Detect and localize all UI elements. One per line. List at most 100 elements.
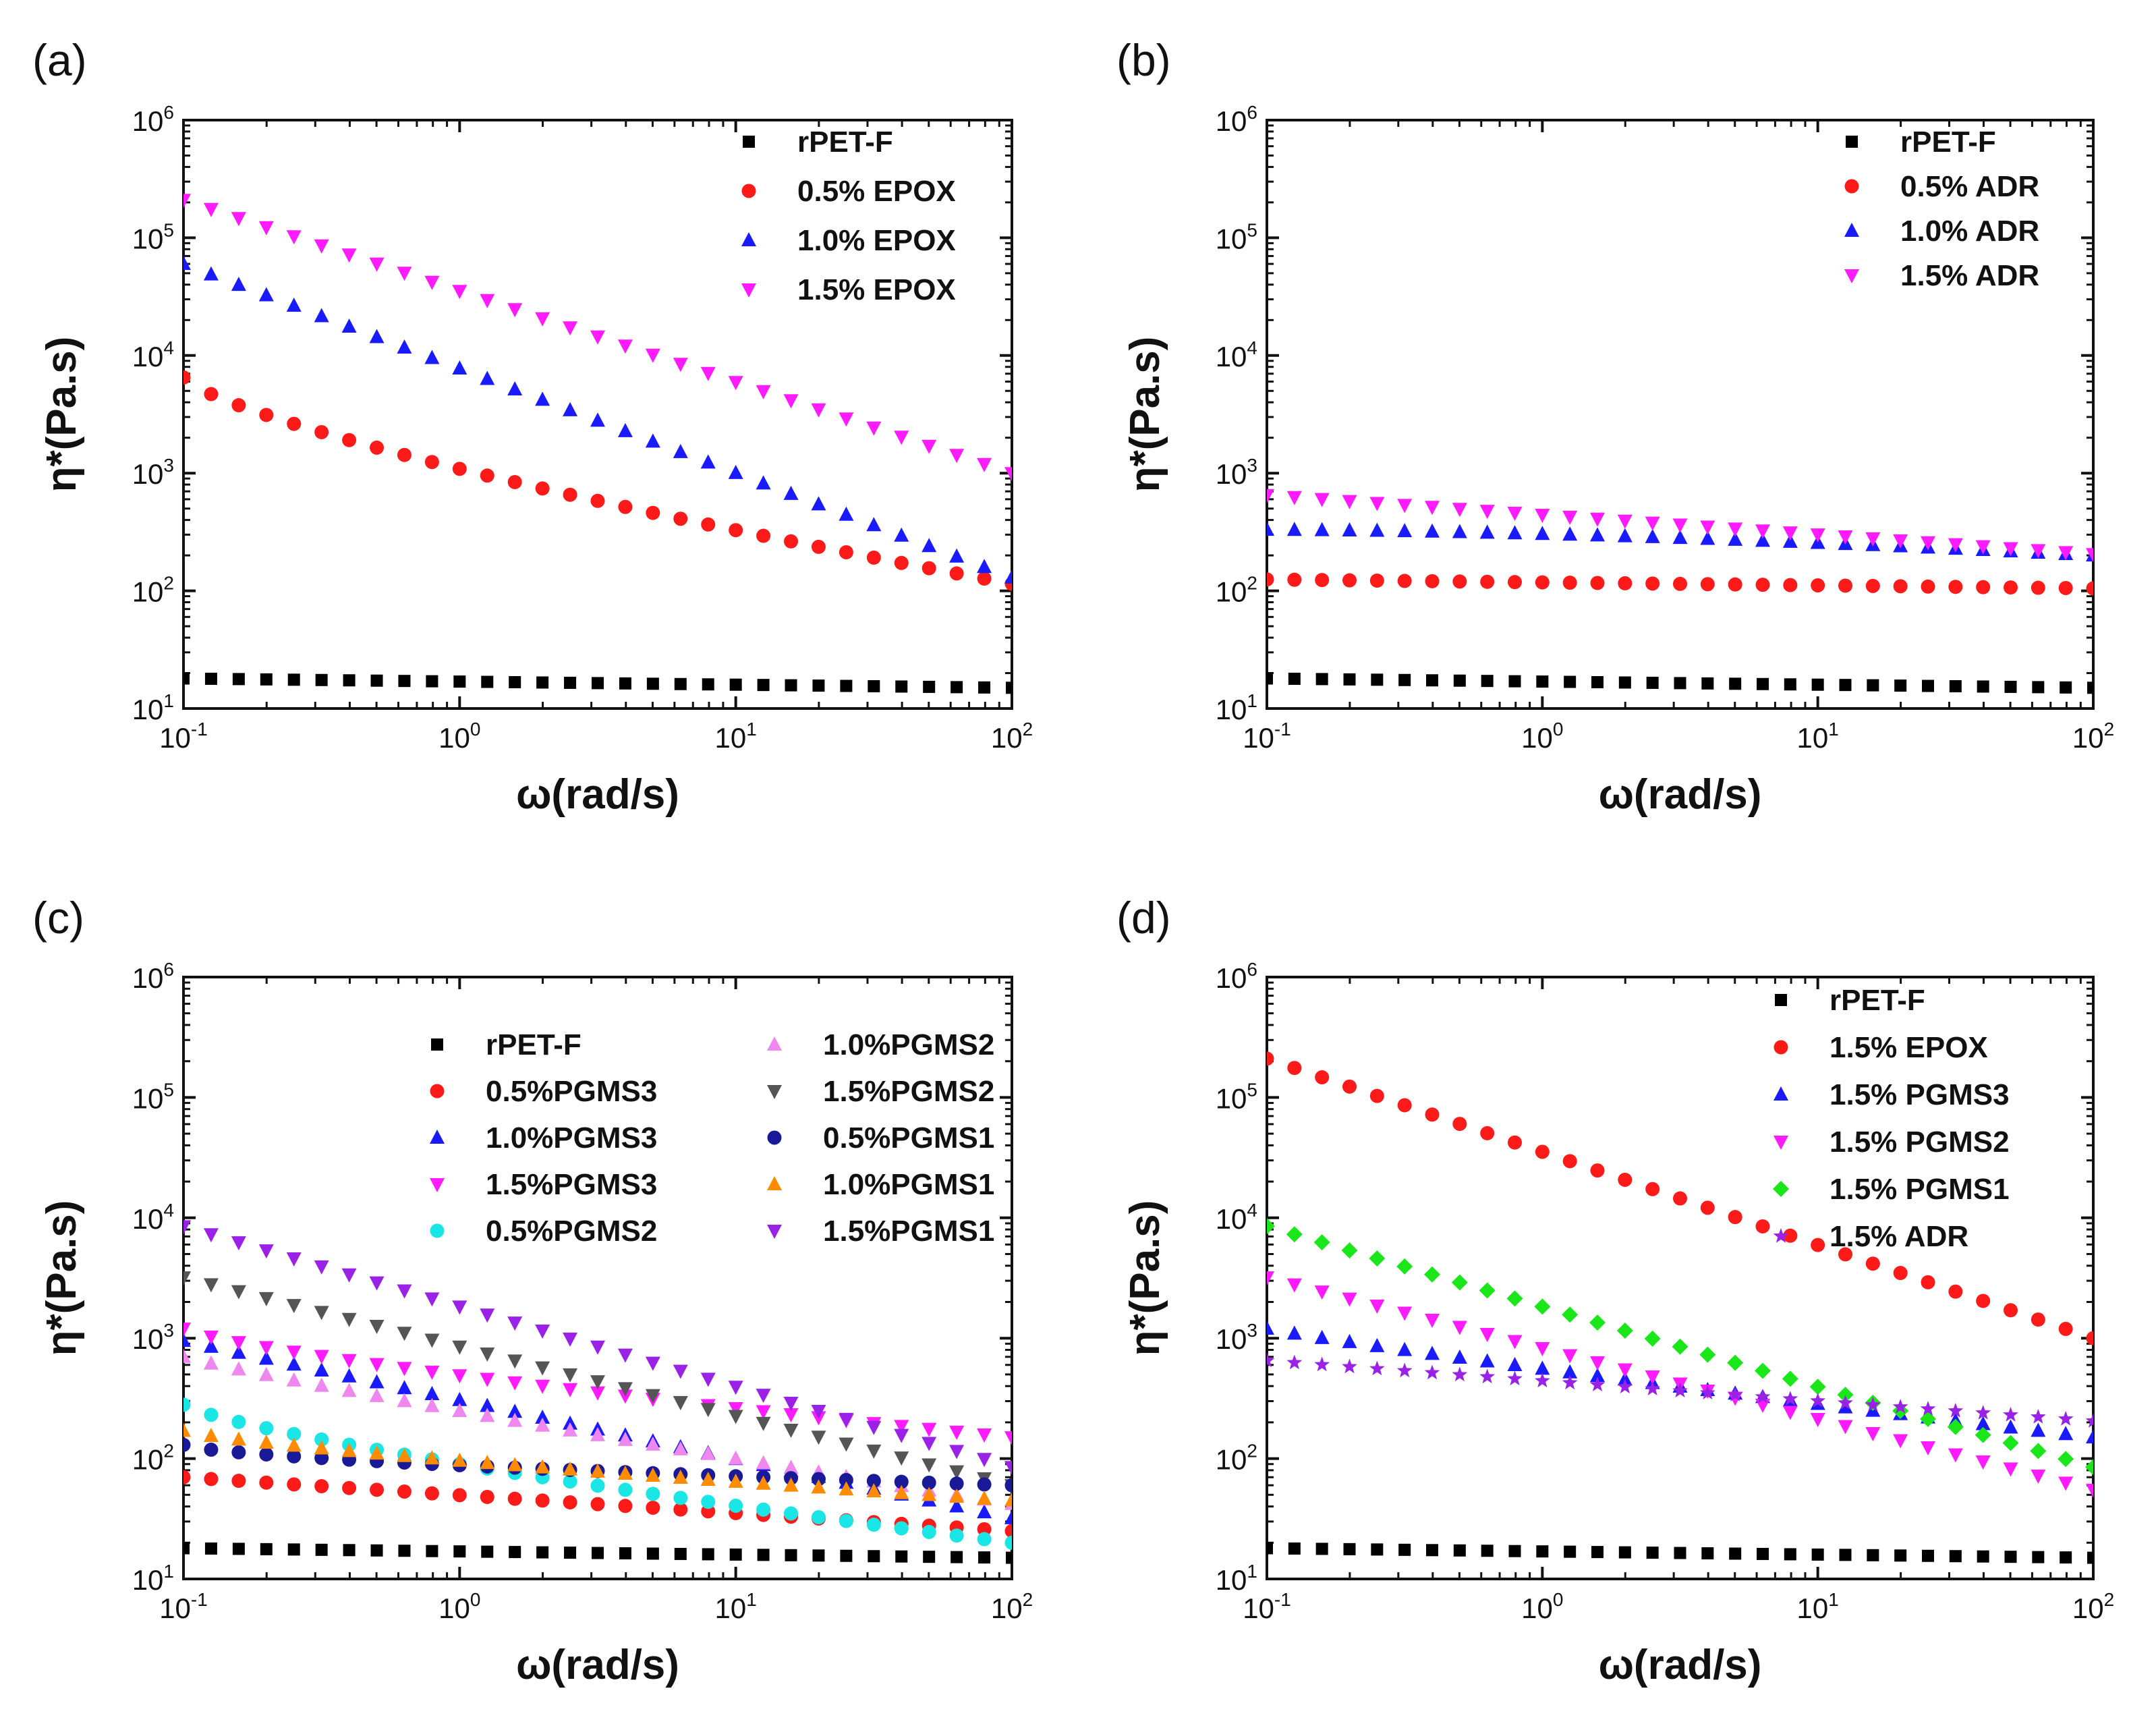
data-point [1893,579,1908,594]
data-point [1728,531,1743,546]
data-point [1369,1360,1385,1376]
data-point [1369,1250,1386,1267]
y-axis-title: η*(Pa.s) [1122,337,1168,493]
data-point [1782,1370,1798,1387]
data-point [617,1389,633,1404]
data-point [203,1278,219,1293]
data-point [1755,1398,1770,1413]
data-point [258,1366,274,1381]
data-point [1977,1550,1989,1563]
data-point [1535,575,1550,590]
data-point [314,1377,329,1392]
data-point [397,1362,412,1377]
data-point [2086,581,2093,596]
data-point [424,350,440,364]
data-point [1782,1391,1798,1406]
data-point [507,1491,522,1506]
data-point [1728,522,1743,537]
data-point [397,1284,412,1299]
panel-0: (a) 10-1 100 101 102 101 102 103 104 105 106 ω(rad/… [32,35,1033,818]
data-point [1452,503,1467,518]
data-point [921,1458,937,1473]
data-point [673,511,688,526]
data-point [2032,681,2045,694]
data-point [1700,1200,1715,1215]
data-point [949,1476,964,1491]
legend-label: 1.5%PGMS3 [486,1168,657,1201]
data-point [397,1484,412,1499]
data-point [341,248,357,263]
data-point [617,422,633,437]
data-point [977,1477,992,1492]
data-point [756,1405,771,1420]
data-point [1315,1070,1330,1085]
data-point [673,358,688,372]
data-point [729,1499,743,1513]
data-point [673,1364,688,1379]
data-point [1535,526,1550,540]
data-point [756,385,771,399]
data-point [1755,578,1770,592]
data-point [1371,1543,1384,1556]
data-point [369,257,385,272]
data-point [1892,1399,1908,1414]
data-point [314,1306,329,1321]
data-point [452,462,467,476]
data-point [424,1292,440,1307]
data-point [1867,1549,1879,1561]
data-point [286,1299,302,1314]
data-point [921,538,937,553]
data-point [1342,1358,1357,1374]
data-point [314,1362,329,1377]
legend-label: 1.0% ADR [1900,215,2039,248]
data-point [1839,1549,1852,1561]
data-point [1480,574,1495,589]
data-point [1617,514,1633,529]
data-point [258,1292,274,1306]
data-point [563,401,578,416]
data-point [949,566,964,581]
data-point [1479,1282,1496,1299]
data-point [452,360,467,374]
data-point [1617,1379,1633,1393]
data-point [480,370,495,385]
data-point [1590,1356,1605,1371]
legend-marker [767,1176,782,1190]
data-point [2087,1551,2093,1564]
data-point [1590,527,1605,542]
x-tick-label: 102 [991,719,1033,754]
data-point [1535,1360,1550,1375]
data-point [1507,1370,1523,1386]
data-point [923,1551,936,1563]
data-point [728,1410,743,1424]
data-point [1397,1341,1413,1356]
data-point [921,1487,937,1501]
data-point [231,1336,246,1351]
panel-3: (d) 10-1 100 101 102 101 102 103 104 105 106 ω(rad/… [1116,893,2114,1688]
data-point [1865,1256,1880,1271]
data-point [424,1486,439,1501]
data-point [231,1431,246,1446]
data-point [700,1403,716,1418]
data-point [1396,1362,1413,1378]
data-point [1425,523,1440,538]
data-point [1342,1079,1357,1094]
data-point [2086,1483,2093,1498]
data-point [2087,682,2093,694]
data-point [480,1489,494,1504]
data-point [1921,1441,1935,1455]
data-point [314,1350,329,1364]
data-point [673,443,688,458]
data-point [866,421,882,436]
legend-label: 1.0%PGMS3 [486,1121,657,1155]
data-point [1591,676,1604,689]
data-point [646,1500,660,1515]
data-point [1342,1292,1357,1307]
data-point [729,1548,742,1561]
data-point [315,673,328,686]
legend-label: 1.5% PGMS3 [1829,1078,2010,1111]
data-point [1838,530,1853,545]
data-point [866,1482,882,1497]
data-point [1865,578,1880,593]
